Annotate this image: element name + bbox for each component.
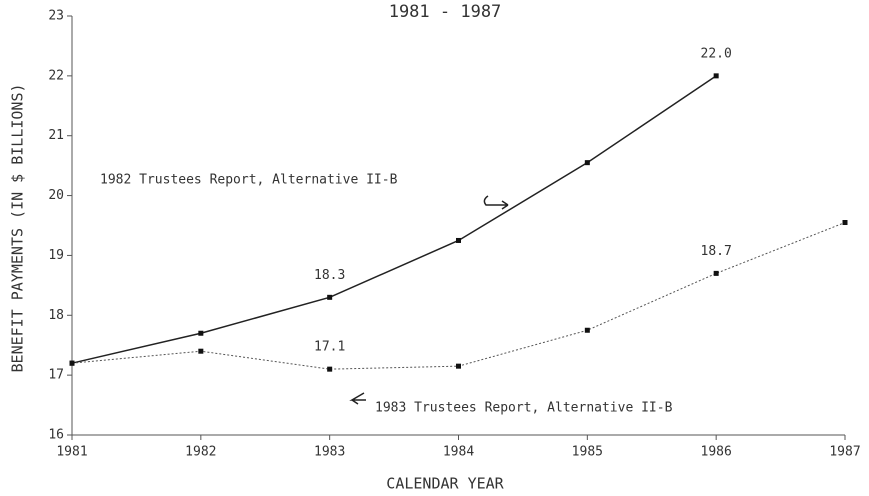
data-label: 22.0: [701, 46, 732, 61]
y-tick-label: 22: [48, 68, 64, 83]
data-label: 18.7: [701, 244, 732, 259]
x-tick-label: 1983: [314, 445, 345, 460]
series-name: 1982 Trustees Report, Alternative II-B: [100, 173, 398, 188]
y-tick-label: 23: [48, 9, 64, 24]
y-tick-label: 17: [48, 368, 64, 383]
data-point: [713, 73, 719, 79]
arrow: [349, 392, 366, 405]
data-label: 17.1: [314, 340, 345, 355]
x-tick-label: 1985: [572, 445, 603, 460]
data-point: [198, 330, 204, 336]
x-tick-label: 1987: [829, 445, 860, 460]
chart-title: 1981 - 1987: [389, 2, 502, 22]
data-point: [584, 160, 590, 166]
data-label: 18.3: [314, 268, 345, 283]
data-point: [198, 348, 204, 354]
data-point: [327, 294, 333, 300]
y-tick-label: 19: [48, 248, 64, 263]
x-axis-label: CALENDAR YEAR: [386, 475, 504, 493]
data-point: [456, 237, 461, 243]
data-point: [69, 360, 75, 366]
x-tick-label: 1981: [56, 445, 87, 460]
series-name: 1983 Trustees Report, Alternative II-B: [375, 401, 673, 416]
data-point: [842, 220, 848, 226]
series-line: [71, 75, 717, 364]
data-point: [456, 363, 461, 369]
x-tick-label: 1984: [443, 445, 474, 460]
data-point: [713, 270, 719, 276]
y-tick-label: 20: [48, 188, 64, 203]
data-point: [327, 366, 333, 372]
y-tick-label: 21: [48, 128, 64, 143]
data-point: [584, 327, 590, 333]
y-tick-label: 18: [48, 308, 64, 323]
y-axis-label: BENEFIT PAYMENTS (IN $ BILLIONS): [9, 84, 27, 373]
x-tick-label: 1986: [701, 445, 732, 460]
y-tick-label: 16: [48, 428, 64, 443]
arrow: [483, 195, 509, 210]
x-tick-label: 1982: [185, 445, 216, 460]
